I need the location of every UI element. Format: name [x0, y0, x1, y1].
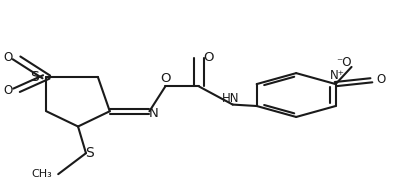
Text: N: N	[148, 107, 158, 120]
Text: O: O	[377, 73, 386, 86]
Text: N⁺: N⁺	[330, 69, 345, 82]
Text: O: O	[3, 51, 12, 64]
Text: ⁻O: ⁻O	[336, 56, 351, 69]
Text: S: S	[30, 70, 39, 84]
Text: S: S	[86, 146, 94, 160]
Text: HN: HN	[222, 92, 240, 105]
Text: O: O	[204, 51, 214, 64]
Text: O: O	[3, 84, 12, 97]
Text: CH₃: CH₃	[31, 169, 52, 179]
Text: O: O	[160, 72, 170, 85]
